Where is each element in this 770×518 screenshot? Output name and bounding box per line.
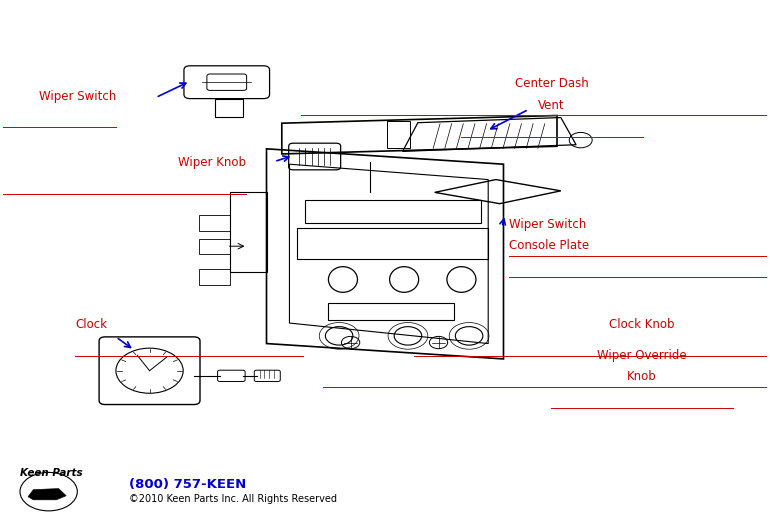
- Text: Wiper Knob: Wiper Knob: [178, 156, 246, 169]
- Ellipse shape: [20, 472, 77, 511]
- Text: (800) 757-KEEN: (800) 757-KEEN: [129, 478, 246, 491]
- Text: Vent: Vent: [538, 99, 565, 112]
- Text: Wiper Switch: Wiper Switch: [509, 218, 586, 231]
- Text: Center Dash: Center Dash: [515, 77, 588, 90]
- Bar: [216, 98, 243, 117]
- Text: Console Plate: Console Plate: [509, 239, 589, 252]
- Text: Wiper Switch: Wiper Switch: [38, 90, 116, 103]
- Text: Keen Parts: Keen Parts: [19, 468, 82, 478]
- Text: Wiper Override: Wiper Override: [597, 349, 687, 362]
- Text: Clock: Clock: [75, 318, 107, 331]
- Polygon shape: [28, 488, 66, 500]
- Text: Knob: Knob: [627, 370, 657, 383]
- Text: ©2010 Keen Parts Inc. All Rights Reserved: ©2010 Keen Parts Inc. All Rights Reserve…: [129, 494, 337, 504]
- Text: Clock Knob: Clock Knob: [609, 318, 675, 331]
